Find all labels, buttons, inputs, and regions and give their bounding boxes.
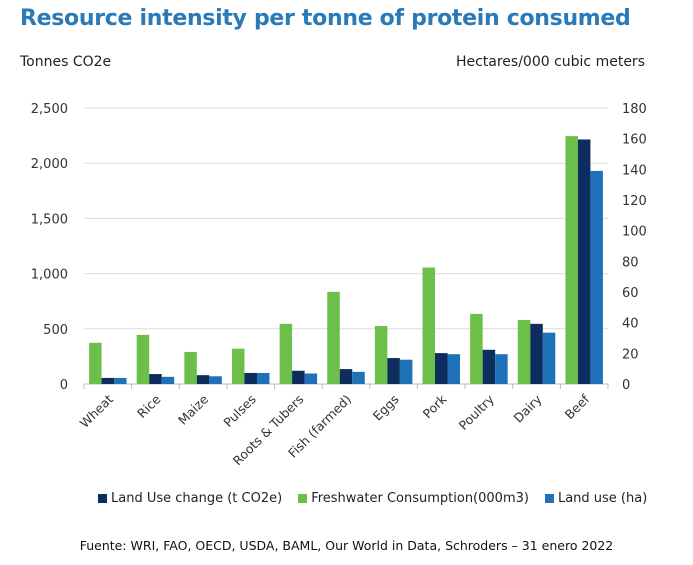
legend-label: Land use (ha) [557,491,648,506]
category-label: Pork [420,391,450,421]
legend-item-freshwater: Freshwater Consumption(000m3) [298,491,529,506]
bar-rice-2 [161,376,175,384]
bar-wheat-2 [114,377,127,384]
right-tick-label: 100 [622,225,647,240]
legend: Land Use change (t CO2e) Freshwater Cons… [98,491,647,506]
bar-poultry-1 [482,349,496,384]
bar-eggs-0 [374,326,388,384]
left-axis-label: Tonnes CO2e [20,54,112,70]
right-axis-label: Hectares/000 cubic meters [455,54,645,70]
legend-label: Freshwater Consumption(000m3) [311,491,529,506]
bar-wheat-1 [101,377,115,384]
legend-swatch [298,494,308,503]
bar-pork-0 [422,267,436,384]
category-label: Pulses [220,392,258,430]
right-tick-label: 140 [622,163,647,178]
bar-poultry-2 [495,354,508,384]
bar-beef-2 [590,170,603,384]
category-label: Dairy [511,391,546,426]
category-label: Eggs [370,392,402,424]
right-tick-label: 120 [622,194,647,209]
bar-maize-1 [196,375,210,384]
bar-pulses-2 [256,372,270,384]
left-tick-label: 1,500 [31,212,68,227]
bar-dairy-0 [517,319,531,384]
bar-wheat-0 [89,342,102,384]
bar-maize-2 [209,376,222,384]
legend-label: Land Use change (t CO2e) [111,491,283,506]
bar-beef-1 [577,139,591,384]
left-tick-label: 500 [43,323,68,338]
category-label: Poultry [456,391,498,433]
right-tick-label: 180 [622,102,647,117]
bar-eggs-1 [387,358,400,384]
bar-fish-farmed--0 [327,291,340,384]
bar-roots-tubers-0 [279,323,293,384]
legend-swatch [98,494,107,503]
category-label: Beef [562,391,593,422]
bar-pork-1 [435,353,448,384]
left-tick-label: 1,000 [31,268,68,283]
bar-fish-farmed--2 [352,371,365,384]
bar-beef-0 [565,136,578,384]
category-label: Wheat [77,391,116,430]
right-tick-label: 60 [622,286,639,301]
bar-rice-0 [136,334,150,384]
bar-pork-2 [447,354,461,384]
category-label: Maize [175,391,211,427]
bar-pulses-0 [231,348,245,384]
legend-item-land-use-change: Land Use change (t CO2e) [98,491,282,506]
bar-roots-tubers-2 [304,373,318,384]
bar-pulses-1 [244,372,257,384]
chart-title: Resource intensity per tonne of protein … [20,6,631,31]
right-tick-label: 160 [622,133,647,148]
chart-plot: 0 500 1,000 1,500 2,000 2,500 0 20 40 60 80 100 120 1… [31,102,647,468]
bar-rice-1 [149,374,162,384]
bar-dairy-1 [530,323,543,384]
bar-roots-tubers-1 [292,370,305,384]
right-tick-label: 0 [622,378,630,393]
left-tick-label: 2,000 [31,157,68,172]
legend-swatch [544,494,554,503]
left-tick-label: 2,500 [31,102,68,117]
right-tick-label: 20 [622,347,639,362]
legend-item-land-use: Land use (ha) [544,491,648,506]
bar-dairy-2 [542,332,556,384]
right-tick-label: 80 [622,255,639,270]
bar-poultry-0 [470,313,483,384]
bar-fish-farmed--1 [339,369,353,384]
bar-maize-0 [184,351,197,384]
bar-eggs-2 [399,359,413,384]
right-tick-label: 40 [622,317,639,332]
left-tick-label: 0 [60,378,68,393]
source-note: Fuente: WRI, FAO, OECD, USDA, BAML, Our … [79,538,614,553]
category-label: Rice [134,391,164,421]
